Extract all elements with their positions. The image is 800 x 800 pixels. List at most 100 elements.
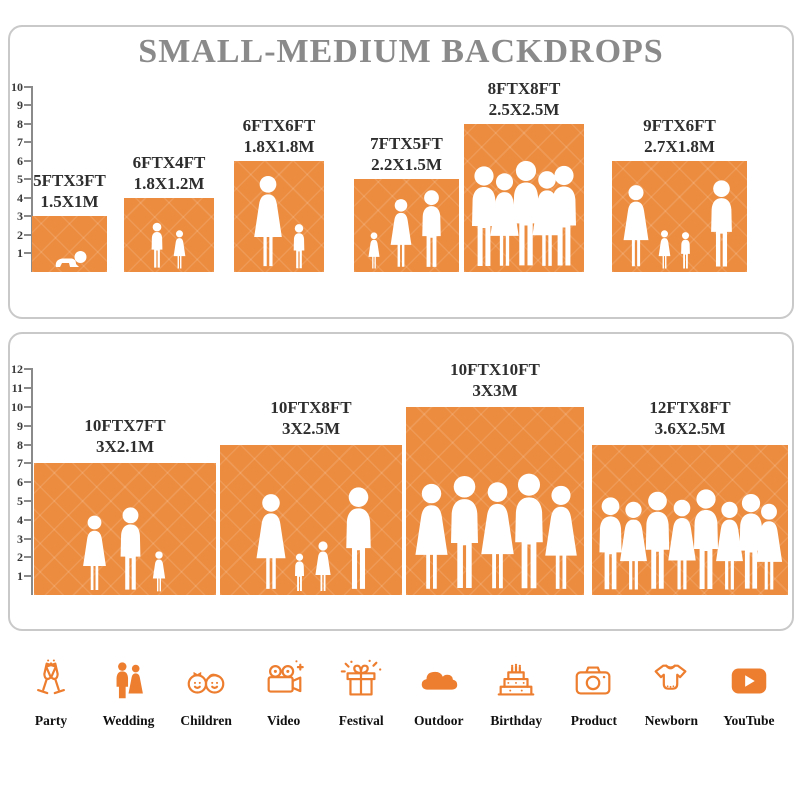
ruler-number: 10 [11, 400, 23, 414]
cloud-icon [416, 658, 462, 704]
ruler-number: 7 [17, 456, 23, 470]
category-birthday: Birthday [479, 658, 553, 729]
category-wedding: Wedding [92, 658, 166, 729]
ruler-panel1: 1 2 3 4 5 6 7 8 9 10 [10, 27, 34, 317]
ruler-number: 12 [11, 362, 23, 376]
ruler-number: 3 [17, 532, 23, 546]
people-silhouette [256, 487, 371, 591]
label-7x5: 7FTX5FT 2.2X1.5M [334, 133, 479, 176]
ruler-number: 4 [17, 513, 23, 527]
backdrop-8x8 [464, 124, 584, 272]
category-children: Children [169, 658, 243, 729]
category-row: Party Wedding [14, 658, 786, 729]
size-m: 3.6X2.5M [654, 418, 726, 438]
size-m: 2.2X1.5M [371, 154, 442, 174]
people-silhouette [415, 473, 577, 589]
people-silhouette [623, 180, 732, 269]
category-label: Party [34, 713, 68, 728]
video-camera-icon [261, 658, 307, 704]
ruler-number: 7 [17, 135, 23, 149]
ruler-number: 6 [17, 475, 23, 489]
size-ft: 5FTX3FT [33, 170, 106, 190]
ruler-number: 3 [17, 209, 23, 223]
size-ft: 10FTX10FT [450, 359, 540, 379]
ruler-number: 9 [17, 98, 23, 112]
size-m: 3X2.5M [281, 418, 341, 438]
size-m: 3X2.1M [95, 436, 155, 456]
people-silhouette [55, 251, 87, 267]
camera-icon [571, 658, 617, 704]
ruler-number: 9 [17, 419, 23, 433]
size-m: 2.5X2.5M [488, 99, 560, 119]
category-label: Birthday [490, 713, 543, 728]
label-6x6: 6FTX6FT 1.8X1.8M [214, 115, 344, 158]
backdrop-6x6 [234, 161, 324, 272]
category-label: Outdoor [413, 713, 464, 728]
people-silhouette [599, 489, 783, 590]
backdrop-9x6 [612, 161, 747, 272]
category-product: Product [557, 658, 631, 729]
label-10x8: 10FTX8FT 3X2.5M [220, 397, 402, 440]
size-ft: 6FTX6FT [242, 115, 316, 135]
panel-large: 1 2 3 4 5 6 7 8 9 10 11 12 10FTX7FT 3X2.… [8, 332, 794, 631]
category-newborn: Newborn [634, 658, 708, 729]
party-icon [28, 658, 74, 704]
page-title: SMALL-MEDIUM BACKDROPS [138, 33, 664, 70]
label-10x10: 10FTX10FT 3X3M [406, 359, 584, 402]
gift-icon [338, 658, 384, 704]
size-ft: 8FTX8FT [487, 78, 561, 98]
people-silhouette [368, 190, 441, 269]
panel-small-medium: SMALL-MEDIUM BACKDROPS 1 2 3 4 5 6 7 8 9… [8, 25, 794, 319]
ruler-number: 6 [17, 154, 23, 168]
category-festival: Festival [324, 658, 398, 729]
children-faces-icon [183, 658, 229, 704]
size-m: 2.7X1.8M [644, 136, 715, 156]
size-m: 1.8X1.8M [243, 136, 315, 156]
ruler-number: 10 [11, 80, 23, 94]
ruler-number: 4 [17, 191, 23, 205]
ruler-number: 8 [17, 117, 23, 131]
backdrop-10x8 [220, 445, 402, 595]
size-ft: 9FTX6FT [643, 115, 716, 135]
label-12x8: 12FTX8FT 3.6X2.5M [592, 397, 788, 440]
label-9x6: 9FTX6FT 2.7X1.8M [592, 115, 767, 158]
size-m: 3X3M [472, 380, 518, 400]
size-ft: 12FTX8FT [649, 397, 731, 417]
category-outdoor: Outdoor [402, 658, 476, 729]
category-label: Wedding [102, 713, 155, 728]
people-silhouette [151, 222, 186, 269]
label-5x3: 5FTX3FT 1.5X1M [12, 170, 127, 213]
ruler-number: 1 [17, 569, 23, 583]
category-label: Product [570, 713, 617, 728]
category-label: Video [267, 713, 301, 728]
people-silhouette [83, 507, 166, 592]
backdrop-10x10 [406, 407, 584, 595]
category-party: Party [14, 658, 88, 729]
people-silhouette [254, 175, 305, 269]
size-ft: 10FTX7FT [84, 415, 166, 435]
label-8x8: 8FTX8FT 2.5X2.5M [444, 78, 604, 121]
ruler-number: 1 [17, 246, 23, 260]
category-video: Video [247, 658, 321, 729]
size-ft: 7FTX5FT [370, 133, 443, 153]
label-6x4: 6FTX4FT 1.8X1.2M [104, 152, 234, 195]
backdrop-10x7 [34, 463, 216, 595]
ruler-number: 8 [17, 438, 23, 452]
backdrop-6x4 [124, 198, 214, 272]
category-label: YouTube [723, 713, 775, 728]
play-button-icon [726, 658, 772, 704]
category-label: Children [180, 713, 232, 728]
people-silhouette [472, 160, 576, 266]
ruler-number: 2 [17, 550, 23, 564]
ruler-number: 2 [17, 228, 23, 242]
size-m: 1.5X1M [40, 191, 99, 211]
wedding-couple-icon [106, 658, 152, 704]
size-ft: 10FTX8FT [270, 397, 352, 417]
ruler-number: 5 [17, 172, 23, 186]
category-youtube: YouTube [712, 658, 786, 729]
onesie-icon [648, 658, 694, 704]
ruler-panel2: 1 2 3 4 5 6 7 8 9 10 11 12 [10, 334, 34, 629]
size-ft: 6FTX4FT [132, 152, 206, 172]
backdrop-5x3 [32, 216, 107, 272]
